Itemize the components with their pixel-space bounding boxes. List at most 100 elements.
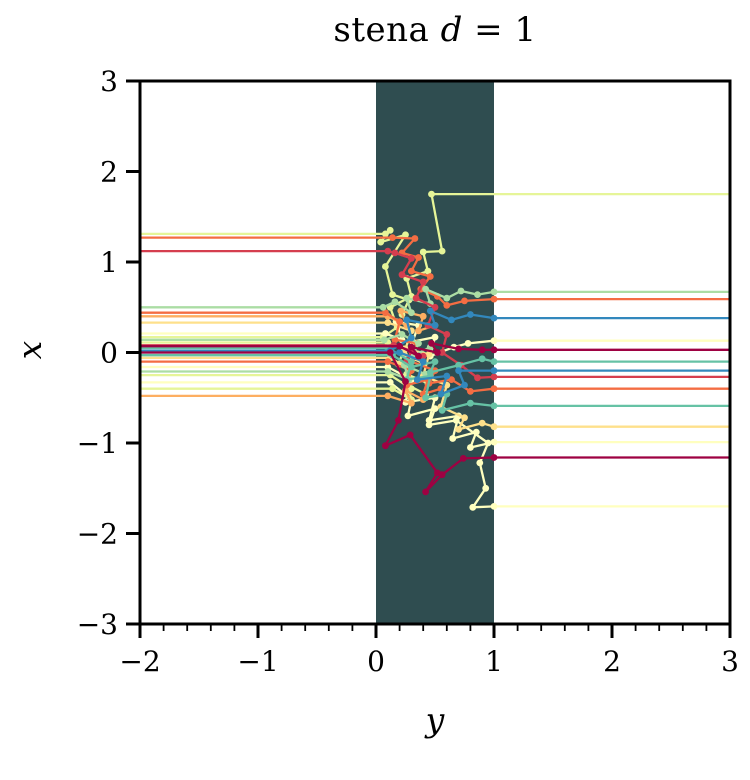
trajectory-marker-walker-orange-top — [389, 234, 396, 242]
trajectory-marker-walker-palelime-high — [386, 226, 394, 234]
trajectory-marker-walker-blue-b — [396, 349, 403, 356]
trajectory-marker-walker-orange-mid — [467, 388, 474, 395]
trajectory-marker-walker-orange-mid — [448, 376, 455, 383]
trajectory-marker-walker-pale-a — [431, 333, 439, 341]
trajectory-marker-walker-pale-c — [404, 412, 412, 420]
trajectory-line-walker-blue-b — [138, 351, 732, 396]
trajectory-marker-walker-green-a — [443, 294, 451, 302]
trajectory-line-walker-crimson-b — [138, 351, 732, 494]
trajectory-marker-walker-crimson-a — [478, 346, 486, 354]
trajectory-marker-walker-blue-b — [490, 367, 498, 374]
trajectory-marker-walker-red-long — [431, 303, 439, 311]
trajectory-marker-walker-crimson-a — [396, 342, 403, 350]
trajectory-marker-walker-green-a — [379, 303, 387, 311]
trajectory-marker-walker-crimson-a — [428, 340, 435, 347]
trajectory-marker-walker-pale-b — [449, 435, 457, 442]
trajectory-marker-walker-crimson-a — [434, 349, 441, 356]
trajectory-marker-walker-pale-c — [386, 379, 394, 386]
trajectory-marker-walker-blue-a — [426, 307, 434, 315]
trajectory-marker-walker-teal-b — [431, 358, 439, 365]
trajectory-marker-walker-palelime-low-b — [389, 385, 396, 393]
trajectory-marker-walker-pale-c — [484, 439, 492, 447]
trajectory-marker-walker-pale-b — [490, 438, 498, 446]
trajectory-marker-walker-pale-c — [490, 503, 498, 510]
y-tick-label: −1 — [77, 427, 118, 460]
x-tick-label: −1 — [237, 645, 278, 678]
plot-frame — [138, 79, 732, 626]
y-tick-label: −3 — [77, 608, 118, 641]
trajectory-line-walker-crimson-a — [138, 342, 732, 358]
trajectory-marker-walker-crimson-b — [422, 488, 429, 496]
trajectory-marker-walker-lightorange-b — [384, 392, 392, 400]
trajectory-marker-walker-red-long — [398, 271, 406, 279]
trajectory-marker-walker-crimson-a — [415, 352, 422, 360]
trajectory-marker-walker-blue-b — [419, 358, 427, 365]
trajectory-marker-walker-green-c — [384, 368, 392, 375]
trajectory-marker-walker-gold-a — [455, 426, 462, 433]
trajectory-marker-walker-green-a — [457, 287, 465, 295]
trajectory-marker-walker-red-long — [419, 278, 427, 286]
title-value: = 1 — [462, 10, 537, 50]
trajectory-marker-walker-lightorange-a — [397, 307, 405, 315]
x-tick-label: −2 — [119, 645, 160, 678]
trajectory-marker-walker-red-long — [438, 349, 446, 356]
trajectory-marker-walker-orange-top — [426, 273, 434, 280]
trajectory-marker-walker-pale-c — [476, 459, 484, 467]
trajectory-marker-walker-pale-c — [469, 503, 477, 511]
trajectory-marker-walker-green-a — [474, 291, 481, 298]
trajectory-line-walker-palelime-high — [138, 229, 411, 316]
trajectory-marker-walker-blue-a — [408, 334, 415, 342]
trajectory-marker-walker-lightorange-a — [419, 312, 427, 320]
trajectory-marker-walker-green-a — [403, 294, 411, 302]
trajectory-marker-walker-red-long — [391, 249, 399, 257]
trajectory-marker-walker-pale-a — [382, 330, 389, 337]
trajectory-marker-walker-pale-c — [425, 421, 433, 429]
trajectory-marker-walker-teal-b — [455, 361, 462, 369]
trajectory-marker-walker-pale-c — [452, 417, 460, 424]
x-tick-label: 1 — [485, 645, 503, 678]
title-variable: d — [440, 10, 463, 50]
trajectory-marker-walker-gold-a — [384, 319, 392, 326]
trajectory-marker-walker-teal-b — [426, 369, 434, 376]
trajectory-marker-walker-teal-a — [438, 407, 446, 414]
trajectory-marker-walker-gold-a — [478, 419, 486, 427]
trajectory-marker-walker-pale-c — [431, 405, 439, 412]
chart-title: stena d = 1 — [140, 10, 730, 50]
trajectory-marker-walker-gold-a — [461, 414, 468, 422]
trajectory-marker-walker-red-long — [490, 373, 498, 381]
trajectory-marker-walker-palelime-high — [377, 238, 385, 246]
trajectory-marker-walker-teal-a — [422, 394, 429, 402]
trajectory-marker-walker-lightorange-a — [415, 327, 422, 335]
trajectory-marker-walker-orange-low — [384, 358, 392, 365]
trajectory-marker-walker-crimson-a — [490, 346, 498, 354]
x-tick-label: 0 — [367, 645, 385, 678]
trajectory-marker-walker-green-a — [391, 298, 399, 306]
title-text: stena — [333, 10, 441, 50]
y-tick-label: 2 — [100, 156, 118, 189]
trajectory-marker-walker-blue-a — [403, 316, 411, 324]
trajectory-marker-walker-blue-a — [467, 311, 474, 318]
trajectory-marker-walker-blue-b — [461, 381, 468, 389]
trajectory-marker-walker-palelime-high — [402, 231, 409, 239]
trajectory-marker-walker-palelime-high — [382, 230, 389, 238]
trajectory-marker-walker-palelime-high — [389, 291, 396, 298]
trajectory-marker-walker-orange-top — [415, 254, 422, 261]
trajectory-marker-walker-blue-a — [448, 316, 455, 324]
trajectory-marker-walker-pale-b — [467, 444, 474, 451]
trajectory-marker-walker-red-long — [384, 247, 392, 255]
trajectory-marker-walker-palelime-riser — [438, 247, 446, 255]
trajectory-marker-walker-orange-top — [408, 267, 415, 275]
trajectory-marker-walker-orange-mid — [396, 318, 403, 326]
trajectory-marker-walker-crimson-a — [455, 345, 462, 353]
trajectory-marker-walker-pale-a — [464, 340, 472, 347]
trajectory-marker-walker-teal-a — [490, 402, 498, 410]
trajectory-marker-walker-red-long — [443, 331, 451, 338]
trajectory-marker-walker-crimson-b — [406, 431, 414, 439]
trajectory-marker-walker-red-long — [408, 255, 415, 262]
trajectory-marker-walker-lightorange-b — [408, 399, 415, 407]
trajectory-marker-walker-orange-top — [461, 297, 468, 305]
x-axis-label: y — [425, 700, 445, 739]
y-tick-label: −2 — [77, 518, 118, 551]
trajectory-marker-walker-blue-b — [443, 372, 451, 380]
